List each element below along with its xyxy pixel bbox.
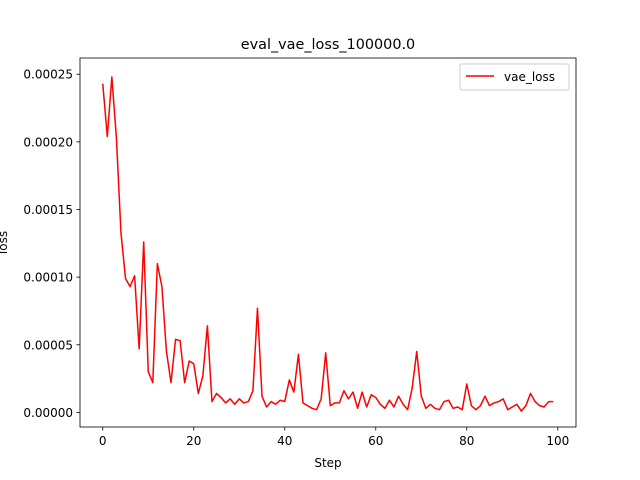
x-axis-label: Step	[314, 456, 341, 470]
x-tick-label: 100	[546, 434, 569, 448]
y-tick-label: 0.00015	[23, 203, 73, 217]
legend-box	[459, 63, 570, 91]
x-tick-label: 80	[459, 434, 474, 448]
series-line-vae_loss	[102, 76, 554, 412]
legend: vae_loss	[459, 63, 570, 91]
x-tick-label: 0	[99, 434, 107, 448]
x-tick-label: 60	[368, 434, 383, 448]
series-layer	[102, 76, 554, 412]
x-tick-label: 20	[186, 434, 201, 448]
y-axis: 0.00000 0.00005 0.00010 0.00015 0.00020 0.000…	[23, 68, 80, 420]
y-tick-label: 0.00000	[23, 406, 73, 420]
plot-frame	[79, 57, 577, 428]
y-tick-label: 0.00005	[23, 338, 73, 352]
y-tick-label: 0.00020	[23, 135, 73, 149]
x-tick-label: 40	[277, 434, 292, 448]
x-axis: 0 20 40 60 80 100	[99, 427, 569, 448]
chart-title: eval_vae_loss_100000.0	[241, 37, 415, 53]
y-axis-label: loss	[0, 231, 10, 254]
legend-label: vae_loss	[504, 70, 555, 84]
plot-area	[80, 58, 576, 427]
y-tick-label: 0.00010	[23, 271, 73, 285]
y-tick-label: 0.00025	[23, 68, 73, 82]
